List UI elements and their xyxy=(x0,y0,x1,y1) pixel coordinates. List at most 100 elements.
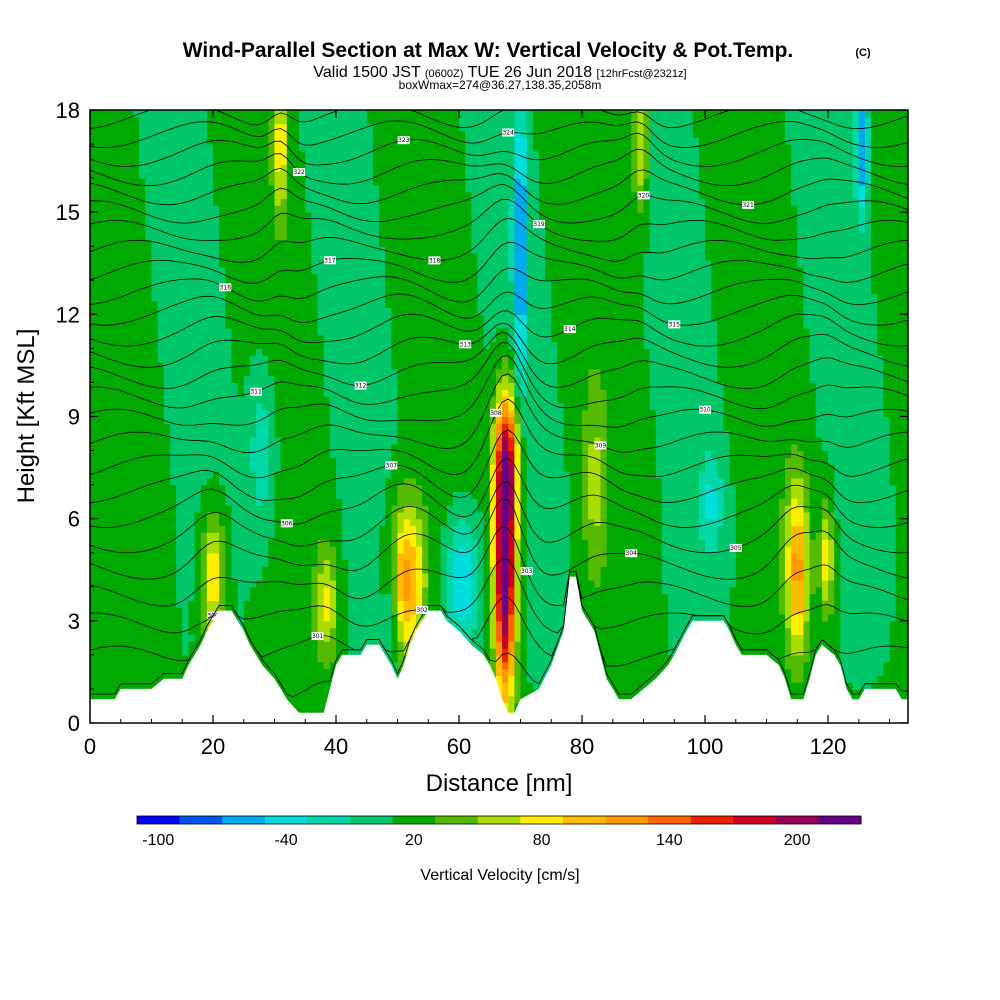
field-cell xyxy=(385,614,392,622)
field-cell xyxy=(348,464,356,472)
field-cell xyxy=(871,682,878,690)
field-cell xyxy=(280,654,288,663)
field-cell xyxy=(883,470,891,479)
field-cell xyxy=(631,498,638,506)
field-cell xyxy=(200,607,208,615)
field-cell xyxy=(834,477,841,486)
field-cell xyxy=(532,539,540,547)
field-cell xyxy=(741,511,749,520)
field-cell xyxy=(96,607,103,615)
field-cell xyxy=(606,491,614,499)
field-cell xyxy=(852,491,860,499)
field-cell xyxy=(618,668,626,676)
field-cell xyxy=(797,539,805,547)
field-cell xyxy=(483,498,491,506)
field-cell xyxy=(877,586,884,595)
field-cell xyxy=(692,573,700,581)
field-cell xyxy=(409,498,417,506)
field-cell xyxy=(422,505,429,513)
field-cell xyxy=(354,600,362,608)
field-cell xyxy=(803,525,811,533)
field-cell xyxy=(391,559,399,567)
field-cell xyxy=(883,518,891,527)
field-cell xyxy=(96,654,103,663)
field-cell xyxy=(409,620,417,629)
field-cell xyxy=(317,654,325,663)
field-cell xyxy=(459,586,466,595)
field-cell xyxy=(108,532,116,540)
field-cell xyxy=(151,668,159,676)
field-cell xyxy=(840,648,848,656)
field-cell xyxy=(852,545,860,554)
field-cell xyxy=(280,477,288,486)
field-cell xyxy=(575,470,583,479)
field-cell xyxy=(114,484,122,493)
field-cell xyxy=(772,477,780,486)
field-cell xyxy=(219,573,226,581)
field-cell xyxy=(299,654,306,663)
field-cell xyxy=(575,491,583,499)
field-cell xyxy=(495,586,503,595)
field-cell xyxy=(292,477,300,486)
field-cell xyxy=(809,470,817,479)
field-cell xyxy=(606,470,614,479)
field-cell xyxy=(520,573,528,581)
field-cell xyxy=(471,552,479,561)
field-cell xyxy=(102,675,110,683)
field-cell xyxy=(372,600,380,608)
field-cell xyxy=(532,525,540,533)
field-cell xyxy=(594,477,602,486)
field-cell xyxy=(96,552,103,561)
field-cell xyxy=(864,477,872,486)
field-cell xyxy=(422,573,429,581)
field-cell xyxy=(545,498,552,506)
field-cell xyxy=(446,525,454,533)
field-cell xyxy=(422,511,429,520)
field-cell xyxy=(846,600,854,608)
field-cell xyxy=(520,498,528,506)
field-cell xyxy=(674,634,682,642)
field-cell xyxy=(157,525,165,533)
field-cell xyxy=(606,654,614,663)
field-cell xyxy=(495,607,503,615)
field-cell xyxy=(305,634,313,642)
field-cell xyxy=(612,668,620,676)
field-cell xyxy=(649,484,657,493)
field-cell xyxy=(292,511,300,520)
field-cell xyxy=(508,491,515,499)
field-cell xyxy=(502,614,509,622)
field-cell xyxy=(588,525,595,533)
field-cell xyxy=(815,511,823,520)
field-cell xyxy=(551,484,559,493)
field-cell xyxy=(778,600,786,608)
field-cell xyxy=(680,491,688,499)
field-cell xyxy=(852,600,860,608)
field-cell xyxy=(348,634,356,642)
field-cell xyxy=(163,491,171,499)
field-cell xyxy=(329,607,337,615)
field-cell xyxy=(821,566,829,574)
field-cell xyxy=(348,470,356,479)
field-cell xyxy=(692,593,700,601)
field-cell xyxy=(538,484,546,493)
field-cell xyxy=(834,470,841,479)
field-cell xyxy=(102,491,110,499)
field-cell xyxy=(114,511,122,520)
field-cell xyxy=(237,484,245,493)
field-cell xyxy=(268,661,276,670)
field-cell xyxy=(126,614,134,622)
field-cell xyxy=(889,539,897,547)
field-cell xyxy=(809,491,817,499)
field-cell xyxy=(895,559,903,567)
field-cell xyxy=(821,525,829,533)
field-cell xyxy=(821,498,829,506)
field-cell xyxy=(280,532,288,540)
field-cell xyxy=(415,464,423,472)
field-cell xyxy=(797,593,805,601)
field-cell xyxy=(772,498,780,506)
field-cell xyxy=(385,566,392,574)
field-cell xyxy=(637,573,645,581)
field-cell xyxy=(145,634,153,642)
field-cell xyxy=(237,600,245,608)
field-cell xyxy=(735,532,743,540)
